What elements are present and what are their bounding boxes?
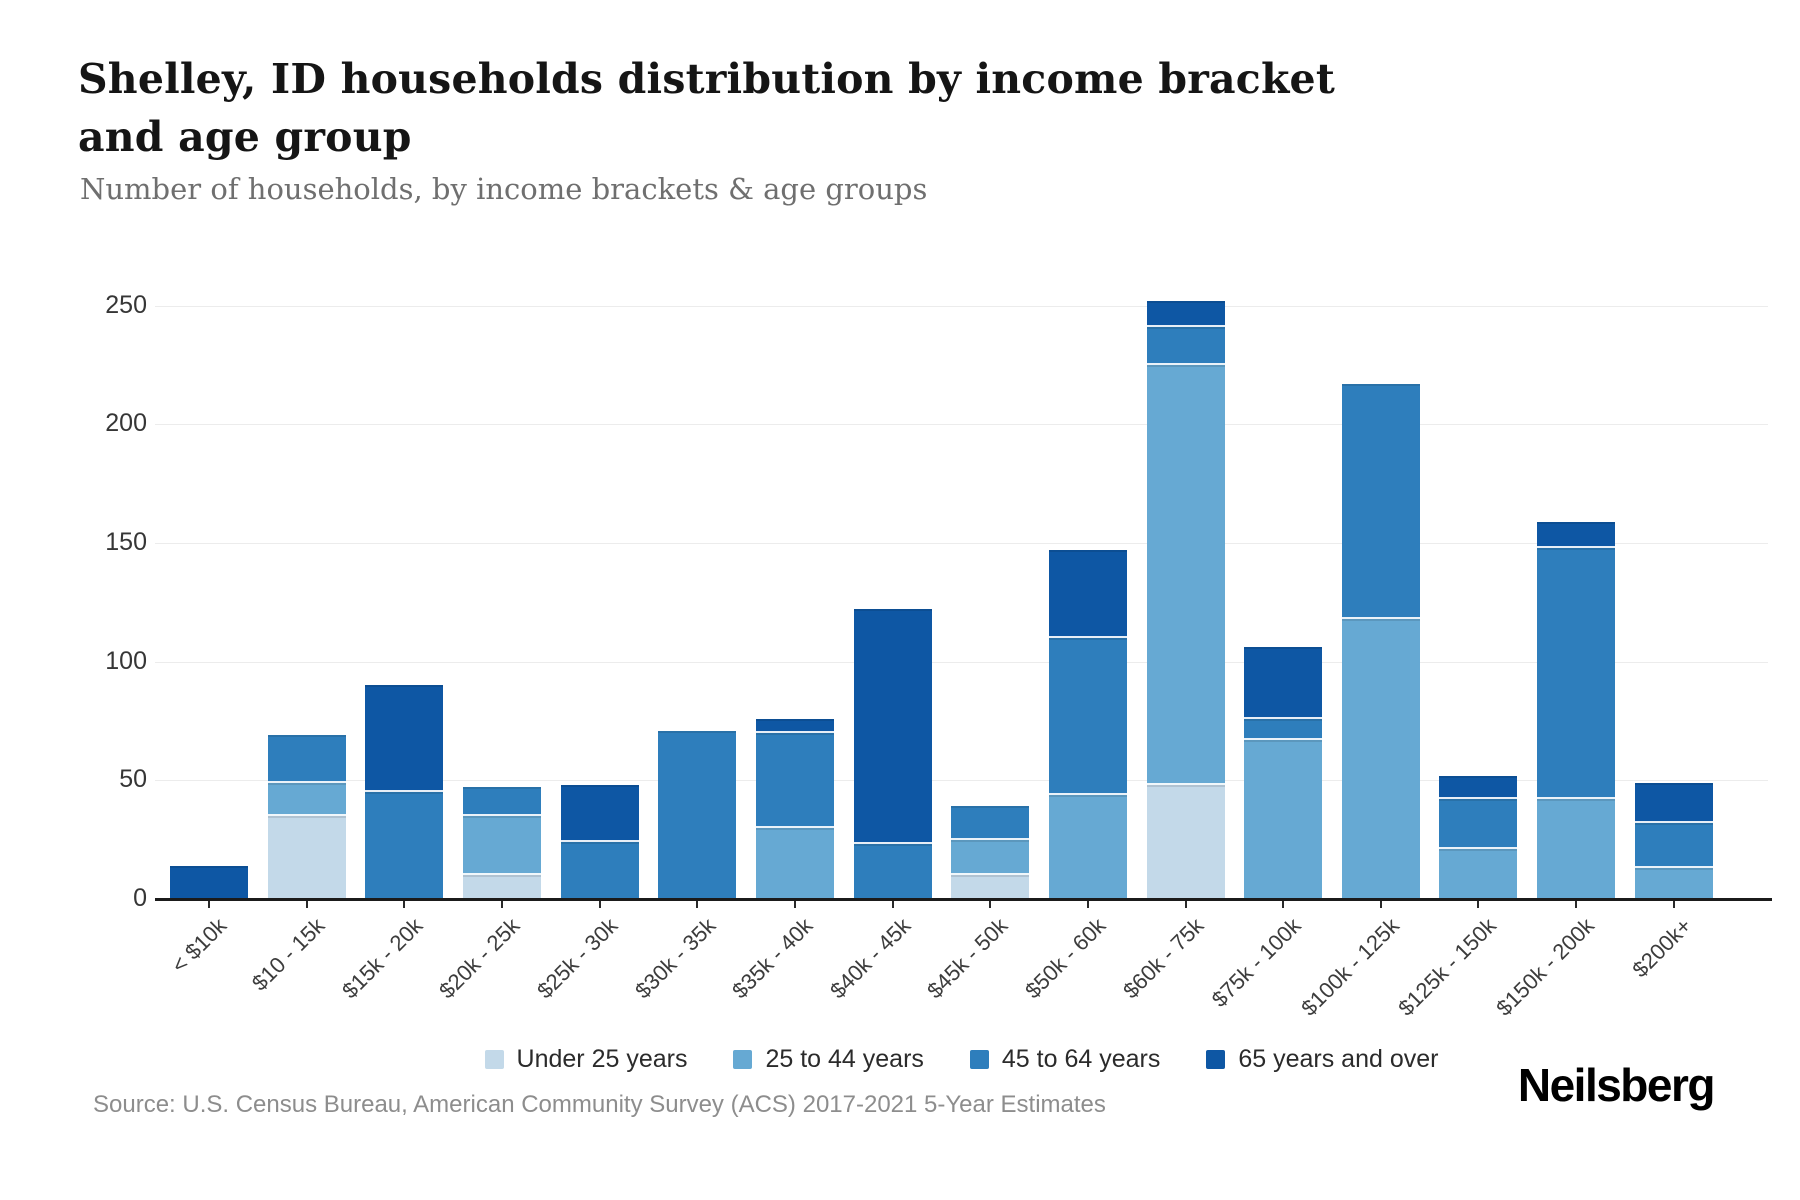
legend-swatch <box>484 1049 504 1069</box>
x-axis-tick <box>1672 901 1675 908</box>
legend-swatch <box>969 1049 989 1069</box>
bar-segment[interactable] <box>365 685 444 793</box>
legend-item[interactable]: 45 to 64 years <box>969 1044 1161 1074</box>
bar-segment[interactable] <box>755 827 834 899</box>
chart-title: Shelley, ID households distribution by i… <box>78 55 1335 162</box>
y-axis-tick-label: 50 <box>119 765 147 794</box>
bar-segment[interactable] <box>560 785 639 843</box>
x-axis-tick <box>500 901 503 908</box>
bar-segment[interactable] <box>462 787 541 816</box>
x-axis-tick <box>403 901 406 908</box>
legend-label: 65 years and over <box>1238 1044 1439 1073</box>
bar-segment[interactable] <box>462 815 541 876</box>
bar-segment[interactable] <box>267 815 346 899</box>
bar-segment[interactable] <box>1048 550 1127 638</box>
chart-subtitle: Number of households, by income brackets… <box>80 172 928 206</box>
bar-segment[interactable] <box>1244 740 1323 899</box>
legend-item[interactable]: 25 to 44 years <box>733 1044 924 1074</box>
bar-segment[interactable] <box>951 806 1030 840</box>
bar-segment[interactable] <box>1439 775 1518 800</box>
x-axis-tick <box>1379 901 1382 908</box>
bar-segment[interactable] <box>658 730 737 899</box>
x-axis-tick <box>989 901 992 908</box>
legend-label: 25 to 44 years <box>765 1044 924 1073</box>
x-axis-tick <box>1184 901 1187 908</box>
legend-swatch <box>733 1049 753 1069</box>
x-axis-tick <box>1282 901 1285 908</box>
bar-segment[interactable] <box>267 782 346 816</box>
bar-segment[interactable] <box>365 792 444 899</box>
bar-segment[interactable] <box>853 844 932 899</box>
x-axis-tick <box>1086 901 1089 908</box>
bar-segment[interactable] <box>170 865 248 899</box>
bar-segment[interactable] <box>1146 785 1225 899</box>
x-axis-tick <box>891 901 894 908</box>
gridline-100 <box>155 661 1768 663</box>
bar-segment[interactable] <box>1146 365 1225 786</box>
y-axis-tick-label: 100 <box>105 646 147 675</box>
legend-label: Under 25 years <box>516 1044 688 1073</box>
bar-segment[interactable] <box>951 875 1030 899</box>
legend-item[interactable]: 65 years and over <box>1206 1045 1438 1074</box>
bar-segment[interactable] <box>1439 799 1518 850</box>
x-axis-tick <box>1477 901 1480 908</box>
bar-segment[interactable] <box>462 875 541 899</box>
gridline-50 <box>155 780 1768 782</box>
x-axis-tick <box>793 901 796 908</box>
bar-segment[interactable] <box>1439 849 1518 899</box>
x-axis-line <box>155 898 1772 901</box>
bar-segment[interactable] <box>1146 327 1225 366</box>
bar-segment[interactable] <box>1634 868 1713 899</box>
bar-segment[interactable] <box>1048 637 1127 795</box>
gridline-250 <box>155 305 1768 307</box>
bar-segment[interactable] <box>1048 794 1127 899</box>
bar-segment[interactable] <box>560 842 639 899</box>
bar-segment[interactable] <box>755 718 834 733</box>
y-axis-tick-label: 200 <box>105 409 147 438</box>
bar-segment[interactable] <box>853 609 932 845</box>
y-axis-tick-label: 150 <box>105 528 147 557</box>
bar-segment[interactable] <box>1146 301 1225 328</box>
y-axis-tick-label: 250 <box>105 290 147 319</box>
brand-logo: Neilsberg <box>1517 1059 1716 1111</box>
bar-segment[interactable] <box>1537 547 1616 800</box>
bar-segment[interactable] <box>1634 782 1713 824</box>
bar-segment[interactable] <box>267 735 346 783</box>
bar-segment[interactable] <box>1537 521 1616 548</box>
x-axis-tick <box>208 901 210 908</box>
gridline-150 <box>155 543 1768 545</box>
x-axis-tick <box>696 901 699 908</box>
source-note: Source: U.S. Census Bureau, American Com… <box>93 1091 1106 1118</box>
bar-segment[interactable] <box>951 839 1030 876</box>
bar-segment[interactable] <box>1634 823 1713 869</box>
legend-swatch <box>1206 1049 1226 1069</box>
legend-item[interactable]: Under 25 years <box>484 1044 688 1074</box>
x-axis-tick <box>305 901 308 908</box>
bar-segment[interactable] <box>1244 647 1323 719</box>
chart-legend: Under 25 years 25 to 44 years 45 to 64 yea… <box>155 1038 1768 1080</box>
bar-segment[interactable] <box>1244 718 1323 740</box>
bar-segment[interactable] <box>1341 618 1420 899</box>
bar-segment[interactable] <box>1537 799 1616 899</box>
y-axis-tick-label: 0 <box>133 884 147 912</box>
x-axis-tick <box>598 901 601 908</box>
legend-label: 45 to 64 years <box>1001 1044 1161 1073</box>
bar-segment[interactable] <box>755 732 834 828</box>
x-axis-tick <box>1575 901 1578 908</box>
bar-segment[interactable] <box>1341 384 1420 619</box>
gridline-200 <box>155 424 1768 426</box>
